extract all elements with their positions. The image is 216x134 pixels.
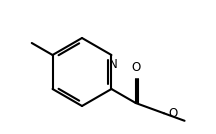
Text: N: N [109,57,118,70]
Text: O: O [168,107,177,120]
Text: O: O [131,61,140,74]
